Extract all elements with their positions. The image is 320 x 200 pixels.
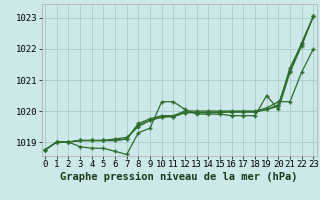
X-axis label: Graphe pression niveau de la mer (hPa): Graphe pression niveau de la mer (hPa) [60,172,298,182]
